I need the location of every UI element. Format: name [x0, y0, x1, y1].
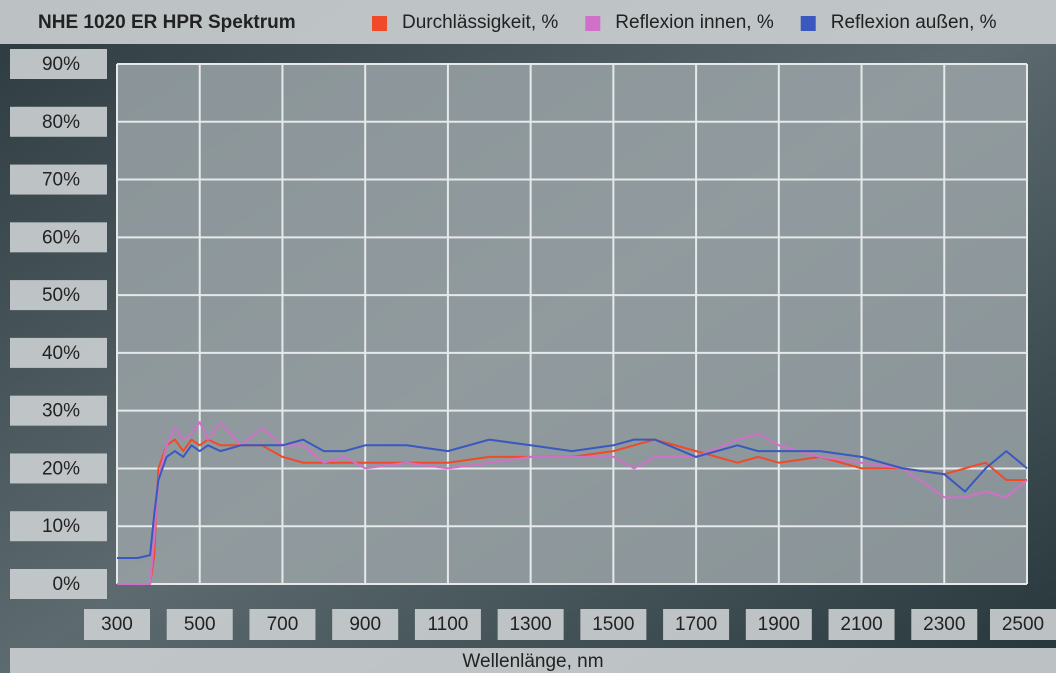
legend-swatch: [372, 16, 387, 31]
chart: NHE 1020 ER HPR Spektrum Wellenlänge, nm…: [0, 0, 1056, 673]
plot-area: [117, 64, 1027, 584]
y-tick-label: 60%: [42, 227, 80, 248]
y-tick-label: 10%: [42, 516, 80, 537]
x-tick-label: 1100: [427, 614, 468, 635]
x-tick-label: 500: [184, 614, 216, 635]
x-tick-label: 700: [267, 614, 299, 635]
legend-swatch: [585, 16, 600, 31]
y-tick-label: 90%: [42, 54, 80, 75]
y-tick-label: 30%: [42, 401, 80, 422]
x-tick-label: 1500: [592, 614, 634, 635]
y-tick-label: 40%: [42, 343, 80, 364]
x-tick-label: 2500: [1002, 614, 1044, 635]
x-tick-label: 1300: [509, 614, 551, 635]
x-tick-label: 2300: [923, 614, 965, 635]
legend-label: Reflexion außen, %: [831, 12, 997, 33]
legend-label: Durchlässigkeit, %: [402, 12, 558, 33]
legend-label: Reflexion innen, %: [615, 12, 774, 33]
legend-swatch: [801, 16, 816, 31]
y-tick-label: 70%: [42, 170, 80, 191]
x-tick-label: 1700: [675, 614, 717, 635]
y-tick-label: 0%: [53, 574, 81, 595]
y-tick-label: 80%: [42, 112, 80, 133]
y-tick-label: 20%: [42, 458, 80, 479]
x-tick-label: 900: [349, 614, 381, 635]
y-tick-label: 50%: [42, 285, 80, 306]
x-tick-label: 1900: [758, 614, 800, 635]
x-axis-label: Wellenlänge, nm: [462, 651, 603, 672]
x-tick-label: 300: [101, 614, 133, 635]
chart-title: NHE 1020 ER HPR Spektrum: [38, 12, 296, 33]
x-tick-label: 2100: [840, 614, 882, 635]
